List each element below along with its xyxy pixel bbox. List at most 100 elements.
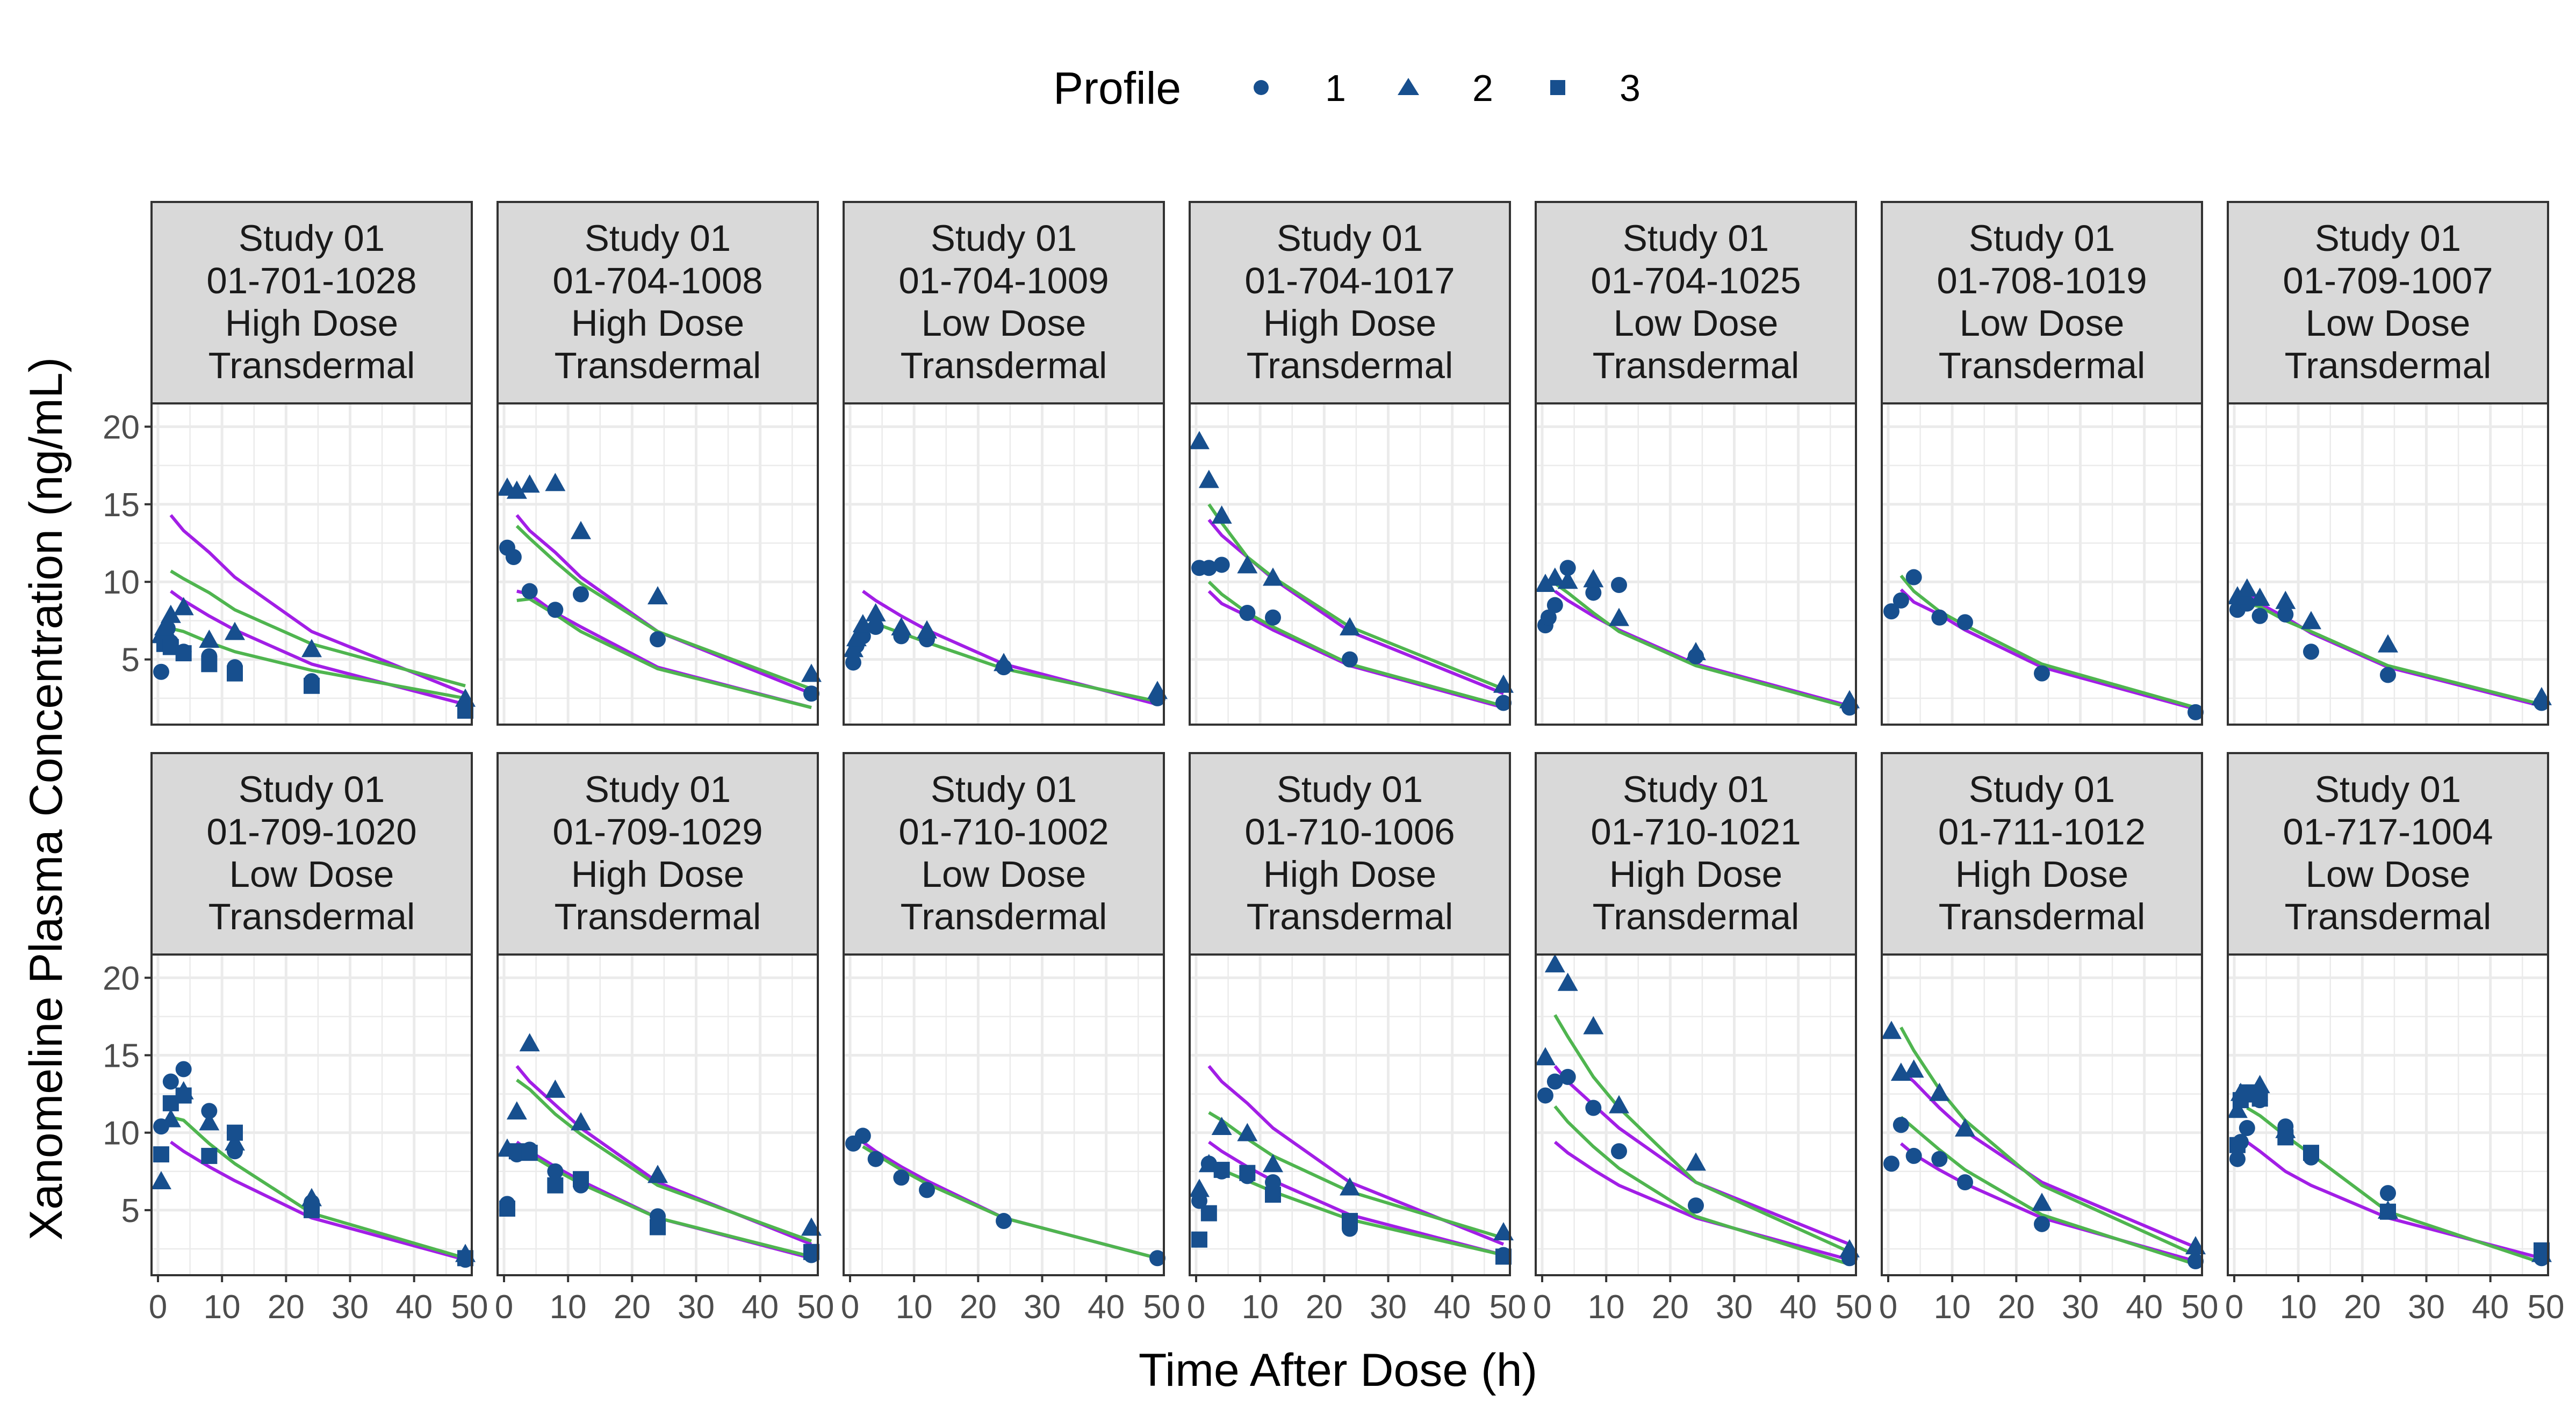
data-point-profile-2 — [1189, 431, 1210, 450]
x-tick-label: 50 — [797, 1289, 834, 1326]
data-point-profile-3 — [1265, 1187, 1281, 1203]
strip-label: Low Dose — [1960, 302, 2125, 344]
x-tick-label: 50 — [2528, 1289, 2565, 1326]
data-point-profile-2 — [2275, 590, 2296, 609]
legend-key-square — [1550, 80, 1565, 95]
fitted-curve — [1899, 588, 2196, 711]
facet-strip — [2227, 201, 2549, 404]
data-point-profile-3 — [2251, 1090, 2268, 1107]
data-point-profile-3 — [2229, 1137, 2246, 1153]
x-tick-label: 30 — [1716, 1289, 1753, 1326]
fitted-curve — [170, 590, 466, 706]
data-point-profile-1 — [1883, 603, 1899, 620]
data-point-profile-2 — [160, 1109, 181, 1127]
fitted-curve — [1553, 1105, 1850, 1266]
data-point-profile-2 — [1686, 642, 1706, 661]
facet-strip — [843, 201, 1165, 404]
panel-border — [843, 402, 1165, 726]
x-tick-label: 0 — [1533, 1289, 1551, 1326]
data-point-profile-2 — [1263, 1154, 1283, 1173]
x-tick-label: 40 — [1088, 1289, 1125, 1326]
strip-label: Study 01 — [931, 769, 1077, 810]
x-tick-label: 0 — [841, 1289, 859, 1326]
strip-label: Transdermal — [901, 345, 1107, 386]
data-point-profile-2 — [1583, 569, 1604, 588]
fitted-curve — [2247, 602, 2542, 706]
strip-label: Low Dose — [2306, 854, 2471, 895]
fitted-curve — [169, 514, 466, 695]
data-point-profile-1 — [1905, 1147, 1922, 1164]
y-tick-label: 10 — [103, 1115, 140, 1152]
fitted-curve — [2246, 1106, 2542, 1264]
strip-label: 01-710-1006 — [1244, 811, 1455, 852]
data-point-profile-1 — [845, 654, 861, 671]
data-point-profile-2 — [1189, 1179, 1210, 1197]
data-point-profile-3 — [201, 656, 218, 673]
strip-label: Transdermal — [2285, 345, 2492, 386]
data-point-profile-1 — [2303, 644, 2319, 660]
data-point-profile-1 — [1265, 609, 1281, 626]
data-point-profile-2 — [1955, 1118, 1975, 1137]
fitted-curve — [170, 1115, 466, 1260]
panel-border — [1189, 953, 1511, 1276]
data-point-profile-1 — [2380, 667, 2396, 683]
data-point-profile-1 — [1265, 1174, 1281, 1190]
data-point-profile-2 — [1493, 674, 1514, 693]
x-tick-label: 20 — [960, 1289, 997, 1326]
strip-label: Low Dose — [922, 302, 1086, 344]
x-tick-label: 40 — [742, 1289, 779, 1326]
data-point-profile-3 — [227, 665, 243, 682]
fitted-curve — [516, 1079, 812, 1243]
data-point-profile-2 — [1493, 1222, 1514, 1241]
strip-label: 01-717-1004 — [2283, 811, 2493, 852]
fitted-curve — [1207, 581, 1504, 708]
strip-label: Study 01 — [931, 218, 1077, 259]
data-point-profile-2 — [199, 630, 220, 648]
data-point-profile-1 — [162, 1073, 179, 1090]
data-point-profile-2 — [545, 1079, 566, 1098]
data-point-profile-3 — [175, 1087, 192, 1104]
x-tick-label: 40 — [1434, 1289, 1471, 1326]
data-point-profile-2 — [1535, 574, 1556, 592]
data-point-profile-3 — [153, 1146, 169, 1163]
data-point-profile-3 — [2303, 1145, 2319, 1161]
data-point-profile-2 — [1198, 469, 1219, 488]
data-point-profile-1 — [1546, 1073, 1563, 1090]
data-point-profile-1 — [650, 631, 666, 648]
x-tick-label: 50 — [1143, 1289, 1181, 1326]
strip-label: Study 01 — [1623, 218, 1769, 259]
strip-label: Transdermal — [555, 896, 761, 937]
x-tick-label: 30 — [2408, 1289, 2445, 1326]
strip-label: Transdermal — [208, 345, 415, 386]
data-point-profile-3 — [521, 1145, 538, 1161]
x-tick-label: 50 — [1836, 1289, 1873, 1326]
data-point-profile-3 — [201, 1147, 218, 1164]
strip-label: 01-708-1019 — [1937, 260, 2147, 301]
data-point-profile-1 — [521, 583, 538, 599]
x-tick-label: 40 — [2126, 1289, 2163, 1326]
data-point-profile-1 — [1905, 569, 1922, 585]
panel-border — [2227, 953, 2549, 1276]
x-tick-label: 0 — [1187, 1289, 1205, 1326]
x-axis-title: Time After Dose (h) — [1139, 1345, 1537, 1396]
strip-label: Study 01 — [1969, 218, 2115, 259]
x-tick-label: 0 — [1879, 1289, 1897, 1326]
data-point-profile-2 — [2032, 1192, 2052, 1211]
data-point-profile-1 — [1495, 695, 1512, 711]
data-point-profile-1 — [1893, 1117, 1909, 1133]
data-point-profile-1 — [547, 602, 564, 618]
strip-label: Low Dose — [1614, 302, 1779, 344]
strip-label: Transdermal — [1593, 345, 1800, 386]
data-point-profile-2 — [154, 617, 175, 635]
data-point-profile-2 — [2227, 1100, 2248, 1118]
legend-title: Profile — [1053, 63, 1181, 113]
strip-label: 01-704-1017 — [1244, 260, 1455, 301]
x-tick-label: 50 — [2182, 1289, 2219, 1326]
data-point-profile-2 — [506, 480, 527, 499]
data-point-profile-3 — [2277, 1129, 2294, 1146]
